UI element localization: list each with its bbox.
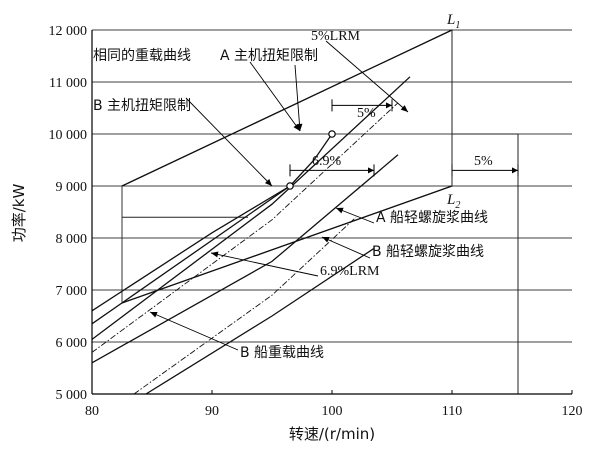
- series-line-5: [91, 76, 411, 340]
- pointer-line-2: [325, 40, 409, 113]
- y-tick-label: 12 000: [49, 24, 88, 39]
- operating-point-0: [328, 130, 336, 138]
- operating-point-1: [286, 182, 294, 190]
- label-l2: L2: [446, 192, 460, 211]
- y-tick-label: 8 000: [56, 232, 88, 247]
- series-line-4: [91, 185, 291, 325]
- pointer-line-5: [321, 236, 371, 259]
- pointer-arrow-5: [322, 237, 330, 243]
- pointer-line-7: [149, 311, 239, 351]
- series-line-7: [91, 154, 399, 364]
- y-tick-label: 11 000: [49, 76, 87, 91]
- x-tick-label: 100: [322, 404, 343, 419]
- x-tick-label: 110: [442, 404, 462, 419]
- grid-lines: [92, 29, 572, 395]
- span-arrow-0: [386, 102, 392, 109]
- series-line-8: [133, 216, 357, 395]
- y-tick-label: 5 000: [56, 388, 88, 403]
- series-line-1: [121, 185, 453, 304]
- y-tick-label: 7 000: [56, 284, 88, 299]
- marker-layer: [286, 99, 519, 190]
- label-b-engine-torque-limit: B 主机扭矩限制: [93, 98, 191, 114]
- pointer-line-6: [210, 252, 319, 277]
- operating-region: [121, 29, 453, 304]
- label-span-5pct-right: 5%: [474, 154, 493, 169]
- label-b-light-propeller-curve: B 船轻螺旋浆曲线: [372, 244, 484, 260]
- pointer-line-3: [185, 97, 273, 187]
- series-layer: [91, 29, 519, 395]
- label-span-6-9pct: 6.9%: [312, 154, 342, 169]
- label-span-5pct-top: 5%: [357, 106, 376, 121]
- pointer-layer: [149, 40, 409, 351]
- limit-line: [452, 133, 519, 394]
- pointer-arrow-1: [296, 123, 303, 131]
- label-a-engine-torque-limit: A 主机扭矩限制: [220, 48, 318, 64]
- series-line-6: [91, 102, 399, 353]
- ylabel: 功率/kW: [10, 184, 28, 243]
- span-arrow-2: [512, 167, 518, 174]
- label-6-9pct-lrm: 6.9%LRM: [320, 264, 380, 279]
- label-5pct-lrm: 5%LRM: [311, 29, 361, 44]
- pointer-line-0: [249, 61, 301, 132]
- pointer-arrow-7: [150, 312, 158, 318]
- xlabel: 转速/(r/min): [289, 425, 375, 443]
- x-tick-label: 80: [85, 404, 99, 419]
- span-arrow-1: [368, 167, 374, 174]
- label-same-heavy-curve: 相同的重载曲线: [93, 48, 191, 64]
- pointer-arrow-2: [400, 105, 408, 112]
- series-line-0: [121, 29, 453, 187]
- y-tick-label: 6 000: [56, 336, 88, 351]
- series-line-9: [145, 247, 375, 395]
- y-tick-label: 10 000: [49, 128, 88, 143]
- series-line-3: [289, 133, 333, 187]
- label-a-light-propeller-curve: A 船轻螺旋浆曲线: [376, 210, 488, 226]
- pointer-arrow-6: [211, 251, 219, 258]
- pointer-arrow-3: [264, 178, 272, 186]
- label-b-heavy-curve: B 船重载曲线: [240, 345, 324, 361]
- x-tick-label: 90: [205, 404, 219, 419]
- pointer-arrow-4: [336, 207, 344, 214]
- series-line-2: [91, 185, 291, 312]
- axes: 80 90 100 110 120 5 000 6 000 7 000 8 000 9 000 10…: [49, 24, 583, 419]
- y-tick-label: 9 000: [56, 180, 88, 195]
- x-tick-label: 120: [562, 404, 583, 419]
- pointer-line-1: [294, 64, 301, 132]
- label-l1: L1: [446, 12, 460, 31]
